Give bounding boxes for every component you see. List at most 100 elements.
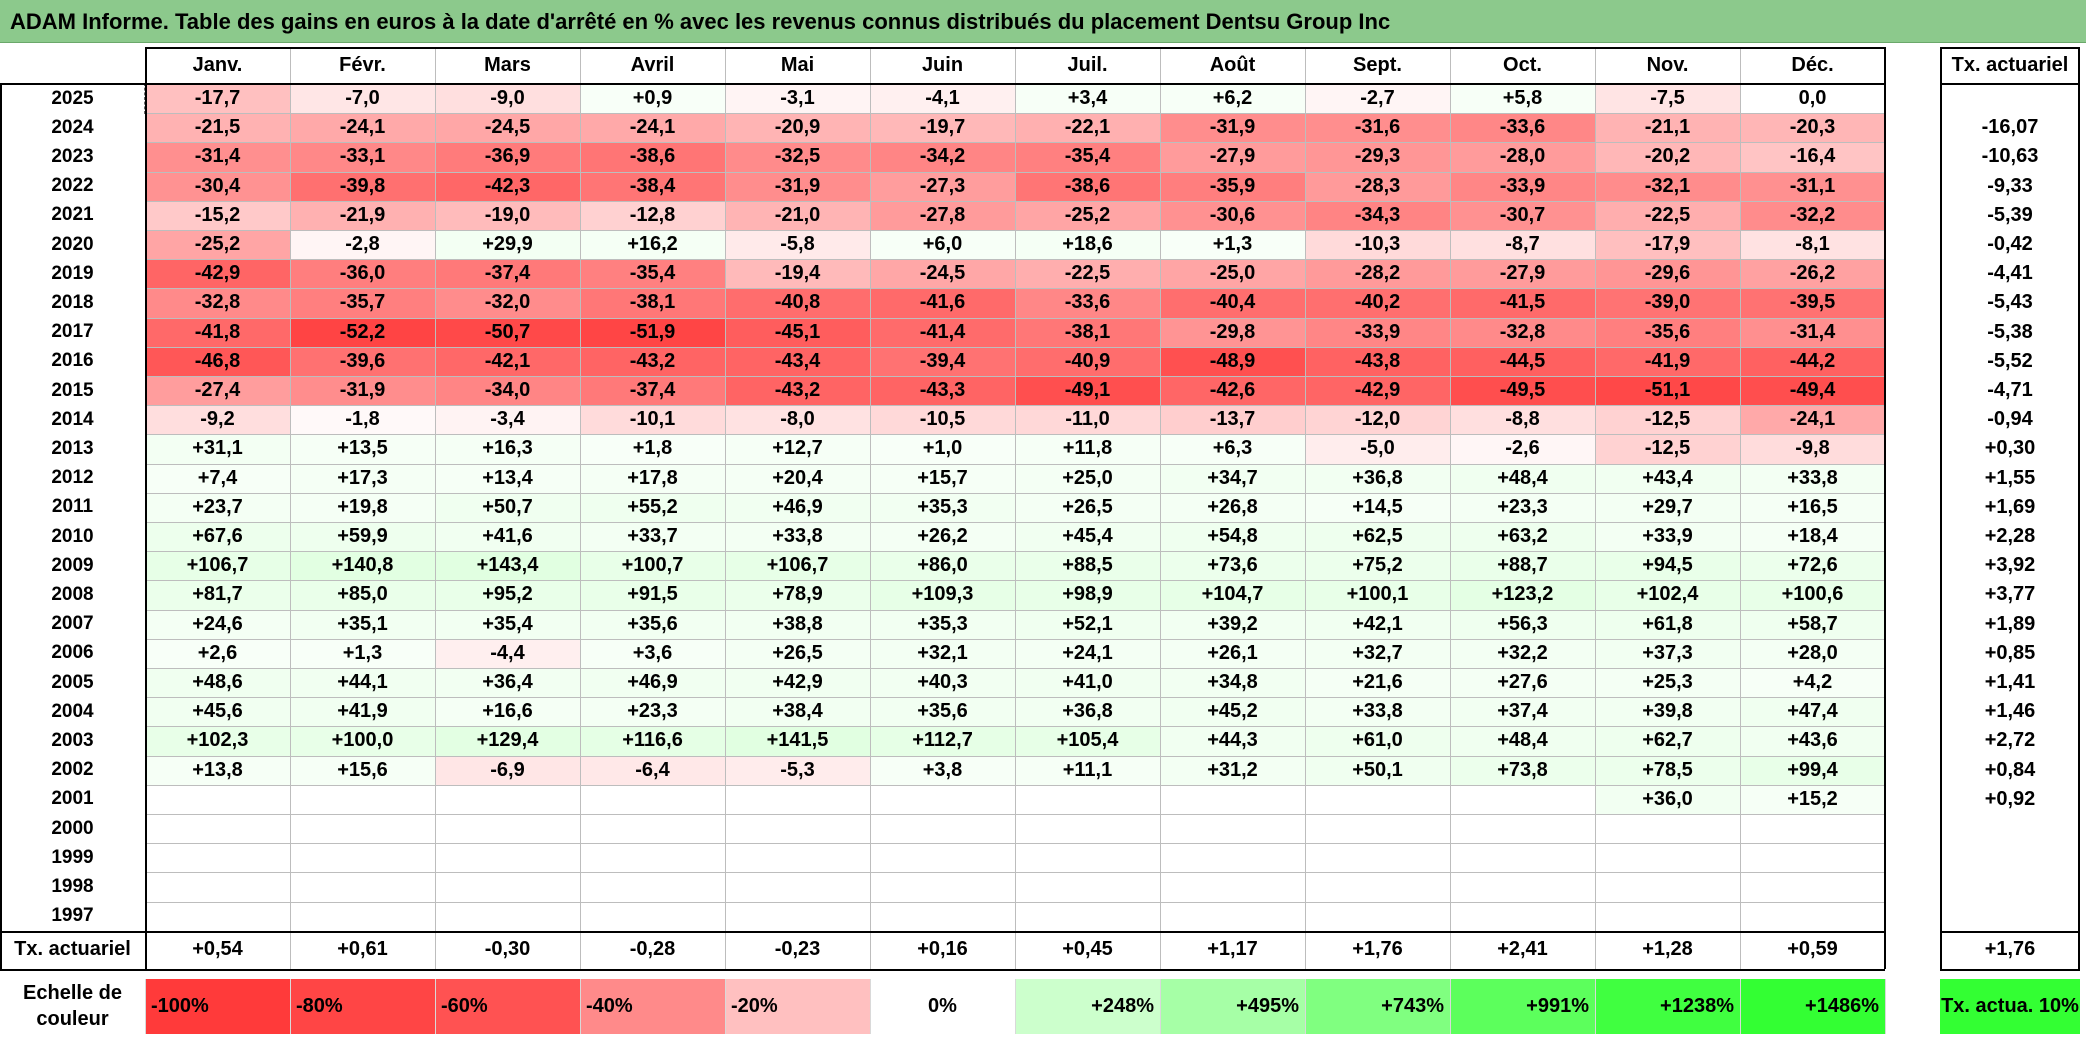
gain-cell: [145, 814, 290, 844]
gain-cell: +61,8: [1595, 609, 1740, 639]
gain-cell: +35,3: [870, 492, 1015, 522]
gain-cell: +45,6: [145, 697, 290, 727]
gain-cell: +14,5: [1305, 492, 1450, 522]
gain-cell: +123,2: [1450, 580, 1595, 610]
gain-cell: [870, 872, 1015, 902]
gain-cell: -5,0: [1305, 434, 1450, 464]
tx-cell: -4,71: [1987, 379, 2033, 402]
gain-cell: +25,0: [1015, 463, 1160, 493]
gain-cell: -38,6: [580, 142, 725, 172]
scale-swatch: -80%: [290, 978, 435, 1034]
gain-cell: [725, 784, 870, 814]
gain-cell: +81,7: [145, 580, 290, 610]
gain-cell: +35,6: [870, 697, 1015, 727]
gain-cell: -2,7: [1305, 84, 1450, 114]
tx-cell: [1940, 902, 2080, 931]
footer-cell: -0,28: [629, 938, 676, 961]
gain-cell: -5,8: [725, 230, 870, 260]
gain-cell: -7,0: [290, 84, 435, 114]
gain-cell: +28,0: [1740, 638, 1885, 668]
gain-cell: +73,6: [1160, 551, 1305, 581]
month-header: Janv.: [192, 54, 243, 76]
gain-cell: +116,6: [580, 726, 725, 756]
border-line: [0, 83, 2, 971]
gain-cell: -27,4: [145, 376, 290, 406]
col-line: [1160, 47, 1161, 969]
gain-cell: +24,6: [145, 609, 290, 639]
year-label: 2001: [51, 788, 94, 810]
gain-cell: -21,9: [290, 200, 435, 230]
gain-cell: [1740, 814, 1885, 844]
border-line: [0, 83, 145, 85]
gain-cell: -20,2: [1595, 142, 1740, 172]
gain-cell: +31,1: [145, 434, 290, 464]
gain-cell: +26,2: [870, 522, 1015, 552]
gain-cell: +15,7: [870, 463, 1015, 493]
gain-cell: -43,4: [725, 346, 870, 376]
gain-cell: +11,8: [1015, 434, 1160, 464]
gain-cell: [870, 784, 1015, 814]
gain-cell: +34,8: [1160, 668, 1305, 698]
scale-line: [290, 978, 291, 1034]
footer-cell: +0,45: [1062, 938, 1113, 961]
gain-cell: -3,1: [725, 84, 870, 114]
gain-cell: -19,0: [435, 200, 580, 230]
gain-cell: -4,4: [435, 638, 580, 668]
gain-cell: +37,3: [1595, 638, 1740, 668]
gain-cell: [1595, 814, 1740, 844]
year-label: 2018: [51, 291, 94, 313]
gain-cell: -49,5: [1450, 376, 1595, 406]
year-label: 2008: [51, 583, 94, 605]
month-header: Avril: [630, 54, 675, 76]
scale-swatch: +991%: [1450, 978, 1595, 1034]
gain-cell: -30,4: [145, 171, 290, 201]
gain-cell: +52,1: [1015, 609, 1160, 639]
gain-cell: +16,2: [580, 230, 725, 260]
tx-cell: -4,41: [1987, 262, 2033, 285]
month-header: Juin: [921, 54, 964, 76]
year-label: 2002: [51, 759, 94, 781]
gain-cell: -9,8: [1740, 434, 1885, 464]
gain-cell: +33,8: [1740, 463, 1885, 493]
border-line: [1884, 47, 1886, 969]
gain-cell: -35,4: [1015, 142, 1160, 172]
gain-cell: -39,4: [870, 346, 1015, 376]
gain-cell: -31,6: [1305, 113, 1450, 143]
gain-cell: +61,0: [1305, 726, 1450, 756]
gain-cell: [1595, 872, 1740, 902]
gain-cell: -31,9: [725, 171, 870, 201]
gain-cell: -31,9: [290, 376, 435, 406]
gain-cell: [1305, 872, 1450, 902]
col-line: [725, 47, 726, 969]
gain-cell: +36,0: [1595, 784, 1740, 814]
footer-cell: -0,30: [484, 938, 531, 961]
gain-cell: +55,2: [580, 492, 725, 522]
gain-cell: +6,2: [1160, 84, 1305, 114]
gain-cell: [1305, 814, 1450, 844]
gain-cell: [1450, 784, 1595, 814]
gain-cell: +12,7: [725, 434, 870, 464]
gain-cell: +98,9: [1015, 580, 1160, 610]
year-label: 2012: [51, 467, 94, 489]
gain-cell: +104,7: [1160, 580, 1305, 610]
gain-cell: +4,2: [1740, 668, 1885, 698]
scale-line: [725, 978, 726, 1034]
gain-cell: +26,8: [1160, 492, 1305, 522]
footer-cell: +1,28: [1642, 938, 1693, 961]
gain-cell: -6,4: [580, 755, 725, 785]
col-line: [870, 47, 871, 969]
year-label: 2019: [51, 262, 94, 284]
month-header: Oct.: [1503, 54, 1542, 76]
gain-cell: +6,3: [1160, 434, 1305, 464]
gain-cell: -6,9: [435, 755, 580, 785]
year-label: 2016: [51, 350, 94, 372]
tx-cell: +0,84: [1984, 758, 2036, 781]
gain-cell: +48,6: [145, 668, 290, 698]
year-label: 2005: [51, 671, 94, 693]
gain-cell: -32,1: [1595, 171, 1740, 201]
gain-cell: -20,3: [1740, 113, 1885, 143]
gain-cell: -12,5: [1595, 434, 1740, 464]
gain-cell: -35,7: [290, 288, 435, 318]
gain-cell: -22,1: [1015, 113, 1160, 143]
gain-cell: +67,6: [145, 522, 290, 552]
